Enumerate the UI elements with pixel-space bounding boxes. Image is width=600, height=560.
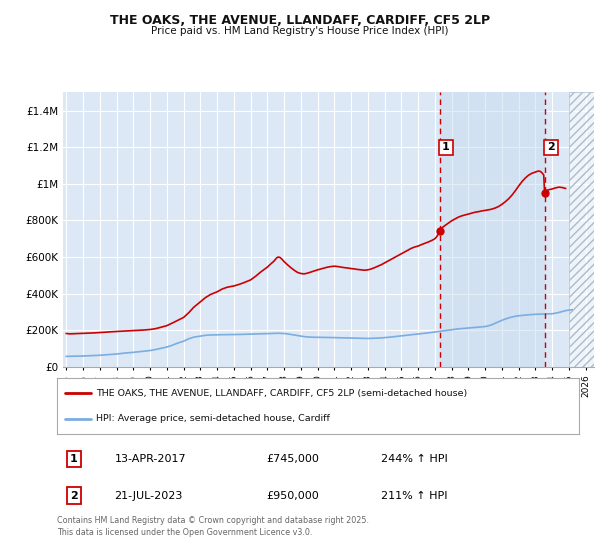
- Text: 13-APR-2017: 13-APR-2017: [115, 454, 186, 464]
- Text: £950,000: £950,000: [266, 491, 319, 501]
- Bar: [569, 92, 594, 367]
- Text: HPI: Average price, semi-detached house, Cardiff: HPI: Average price, semi-detached house,…: [96, 414, 330, 423]
- Text: THE OAKS, THE AVENUE, LLANDAFF, CARDIFF, CF5 2LP: THE OAKS, THE AVENUE, LLANDAFF, CARDIFF,…: [110, 14, 490, 27]
- Bar: [569, 92, 594, 367]
- Text: THE OAKS, THE AVENUE, LLANDAFF, CARDIFF, CF5 2LP (semi-detached house): THE OAKS, THE AVENUE, LLANDAFF, CARDIFF,…: [96, 389, 467, 398]
- Text: 244% ↑ HPI: 244% ↑ HPI: [380, 454, 448, 464]
- Text: 21-JUL-2023: 21-JUL-2023: [115, 491, 183, 501]
- Text: Contains HM Land Registry data © Crown copyright and database right 2025.
This d: Contains HM Land Registry data © Crown c…: [57, 516, 369, 537]
- Bar: [440, 92, 545, 367]
- Text: 211% ↑ HPI: 211% ↑ HPI: [380, 491, 447, 501]
- Text: 1: 1: [70, 454, 77, 464]
- Text: Price paid vs. HM Land Registry's House Price Index (HPI): Price paid vs. HM Land Registry's House …: [151, 26, 449, 36]
- Text: £745,000: £745,000: [266, 454, 319, 464]
- Text: 2: 2: [70, 491, 77, 501]
- Text: 2: 2: [547, 142, 555, 152]
- Text: 1: 1: [442, 142, 450, 152]
